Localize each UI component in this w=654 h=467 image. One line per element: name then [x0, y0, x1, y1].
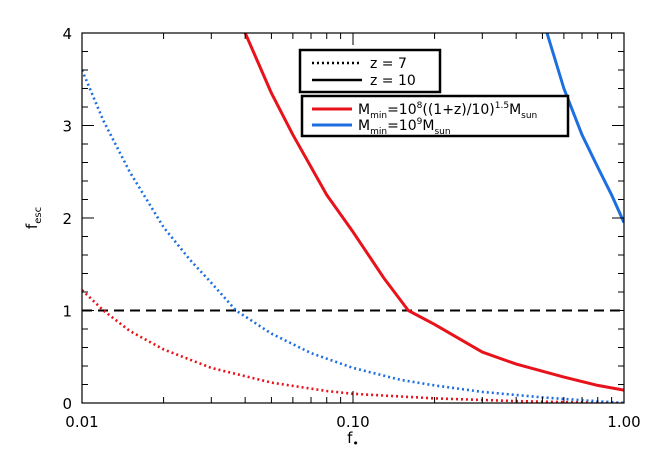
legend-color-label: Mmin=108((1+z)/10)1.5Msun [358, 101, 537, 121]
svg-text:f•: f• [347, 429, 359, 450]
x-tick-label: 0.01 [65, 413, 98, 431]
legend-style-label: z = 7 [370, 56, 407, 72]
x-axis-label: f• [347, 429, 359, 450]
ticks: 0.01 0.10 1.00 0 1 2 3 4 [62, 25, 640, 431]
svg-text:fesc: fesc [23, 207, 44, 229]
x-axis-label-sub: • [352, 437, 359, 450]
legend-color-label: Mmin=109Msun [358, 117, 451, 137]
legend-style-box [298, 48, 442, 94]
legend-color-box [300, 94, 570, 138]
series-line-2 [545, 33, 624, 224]
y-axis-label-sub: esc [33, 207, 44, 224]
series-line-3 [82, 69, 624, 403]
series-line-1 [82, 289, 624, 403]
y-axis-label: fesc [23, 207, 44, 229]
x-tick-label: 0.10 [336, 413, 369, 431]
series-group [82, 33, 624, 403]
legend-style-label: z = 10 [370, 73, 416, 89]
series-line-0 [243, 33, 624, 392]
x-tick-label: 1.00 [607, 413, 640, 431]
y-tick-label: 4 [62, 25, 72, 43]
plot-area: 0.01 0.10 1.00 0 1 2 3 4 [62, 25, 640, 431]
y-tick-label: 1 [62, 303, 72, 321]
x-axis-label-main: f [347, 429, 353, 447]
y-axis-label-main: f [23, 223, 41, 229]
plot-frame [81, 32, 625, 404]
y-tick-label: 2 [62, 210, 72, 228]
y-tick-label: 0 [62, 395, 72, 413]
y-tick-label: 3 [62, 118, 72, 136]
legends: z = 7z = 10 Mmin=108((1+z)/10)1.5MsunMmin… [298, 48, 570, 138]
